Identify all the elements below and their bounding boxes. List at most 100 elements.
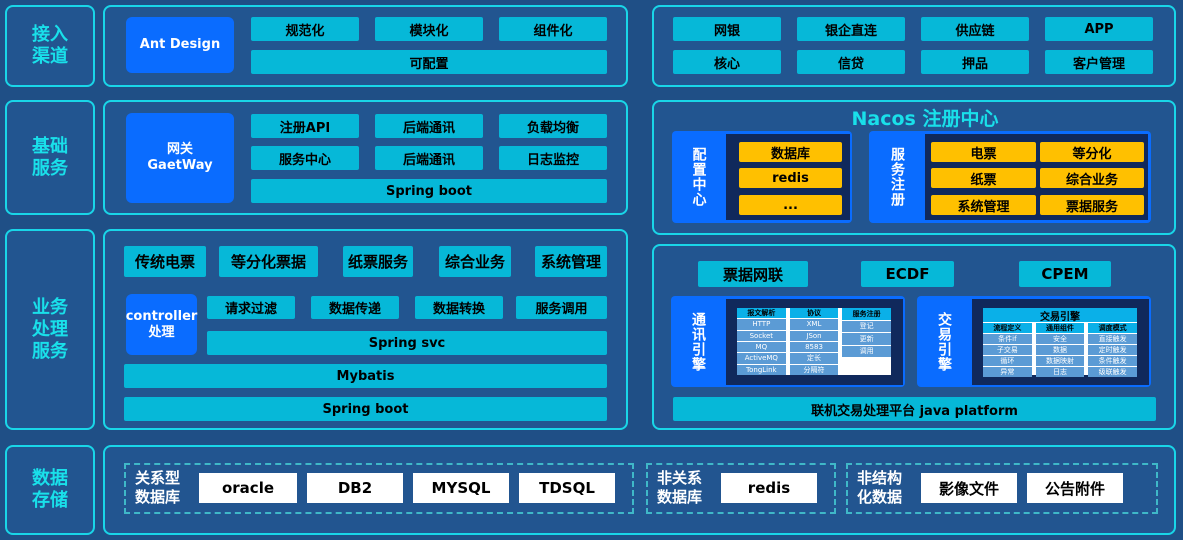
trade-engine-title: 交易引擎	[983, 308, 1137, 323]
tag: 后端通讯	[375, 114, 483, 138]
config-item: ...	[739, 195, 842, 215]
table-header: 调度模式	[1088, 323, 1138, 333]
table-cell: 8583	[789, 341, 839, 353]
comm-engine-label: 通讯引擎	[690, 311, 706, 372]
db-item: MYSQL	[413, 473, 509, 503]
table-column: 流程定义 条件if 子交易 循环 异常	[983, 323, 1032, 377]
platform-bar: 联机交易处理平台 java platform	[673, 397, 1156, 421]
channel: 银企直连	[797, 17, 905, 41]
table-cell: HTTP	[737, 319, 786, 330]
step: 数据传递	[311, 296, 399, 319]
table-cell: 定时触发	[1088, 345, 1138, 355]
tag: 服务中心	[251, 146, 359, 170]
table-header: 协议	[789, 308, 839, 319]
registry-item: 系统管理	[931, 195, 1036, 215]
nonrelational-group	[646, 463, 836, 514]
table-header: 服务注册	[842, 308, 892, 320]
table-cell: Socket	[737, 330, 786, 341]
table-cell: ActiveMQ	[737, 353, 786, 364]
module: 系统管理	[535, 246, 607, 277]
db-item: TDSQL	[519, 473, 615, 503]
config-item: redis	[739, 168, 842, 188]
db-item: DB2	[307, 473, 403, 503]
trade-engine-table-wrap: 交易引擎 流程定义 条件if 子交易 循环 异常 通用组件 安全 数据 数据映射 日志 调度模式 直接…	[983, 308, 1138, 377]
ant-design-box: Ant Design	[126, 17, 234, 73]
table-cell: 更新	[842, 333, 892, 345]
unstructured-group	[846, 463, 1158, 514]
step: 数据转换	[415, 296, 503, 319]
config-center-label: 配置中心	[690, 147, 707, 207]
channel: 供应链	[921, 17, 1029, 41]
table-column: 报文解析 HTTP Socket MQ ActiveMQ TongLink	[737, 308, 786, 375]
table-cell: 安全	[1035, 334, 1085, 344]
table-column: 协议 XML JSon 8583 定长 分隔符	[789, 308, 839, 375]
relational-group	[124, 463, 634, 514]
row-label-business: 业务 处理 服务	[5, 229, 95, 430]
registry-item: 票据服务	[1040, 195, 1144, 215]
table-cell: JSon	[789, 330, 839, 341]
comm-engine-table: 报文解析 HTTP Socket MQ ActiveMQ TongLink 协议 XML JSo…	[737, 308, 892, 375]
controller-box: controller 处理	[126, 294, 197, 355]
table-cell: 直接触发	[1088, 334, 1138, 344]
table-column: 调度模式 直接触发 定时触发 条件触发 级联触发	[1088, 323, 1138, 377]
table-cell: 级联触发	[1088, 367, 1138, 377]
nacos-title: Nacos 注册中心	[851, 108, 999, 130]
table-cell: 条件触发	[1088, 356, 1138, 366]
spring-boot-bar: Spring boot	[124, 397, 607, 421]
system: 票据网联	[698, 261, 808, 287]
step: 服务调用	[516, 296, 607, 319]
table-cell: 条件if	[983, 334, 1032, 344]
table-cell: MQ	[737, 341, 786, 353]
table-column: 服务注册 登记 更新 调用	[842, 308, 892, 375]
storage-item: 公告附件	[1027, 473, 1123, 503]
row-label-access: 接入 渠道	[5, 5, 95, 87]
tag: 日志监控	[499, 146, 607, 170]
spring-boot-bar: Spring boot	[251, 179, 607, 203]
table-cell: 调用	[842, 345, 892, 357]
config-item: 数据库	[739, 142, 842, 162]
registry-item: 电票	[931, 142, 1036, 162]
mybatis-bar: Mybatis	[124, 364, 607, 388]
table-cell: 数据	[1035, 345, 1085, 355]
channel: 客户管理	[1045, 50, 1153, 74]
channel: 信贷	[797, 50, 905, 74]
module: 综合业务	[439, 246, 511, 277]
channel: 押品	[921, 50, 1029, 74]
table-cell: 数据映射	[1035, 356, 1085, 366]
system: ECDF	[861, 261, 954, 287]
registry-item: 等分化	[1040, 142, 1144, 162]
system: CPEM	[1019, 261, 1111, 287]
table-cell: TongLink	[737, 364, 786, 375]
table-cell: XML	[789, 319, 839, 330]
tag: 后端通讯	[375, 146, 483, 170]
table-cell: 登记	[842, 320, 892, 332]
table-header: 流程定义	[983, 323, 1032, 333]
table-column: 通用组件 安全 数据 数据映射 日志	[1035, 323, 1085, 377]
service-registry-label: 服务注册	[889, 147, 905, 207]
relational-label: 关系型 数据库	[135, 469, 181, 506]
row-label-storage: 数据 存储	[5, 445, 95, 535]
channel: APP	[1045, 17, 1153, 41]
tag: 负载均衡	[499, 114, 607, 138]
trade-engine-label: 交易引擎	[936, 311, 952, 372]
tag: 规范化	[251, 17, 359, 41]
table-cell: 定长	[789, 353, 839, 364]
table-cell: 子交易	[983, 345, 1032, 355]
tag: 注册API	[251, 114, 359, 138]
table-header: 报文解析	[737, 308, 786, 319]
module: 传统电票	[124, 246, 206, 277]
table-cell: 异常	[983, 367, 1032, 377]
table-cell: 分隔符	[789, 364, 839, 375]
table-cell: 日志	[1035, 367, 1085, 377]
channel: 网银	[673, 17, 781, 41]
nonrelational-label: 非关系 数据库	[657, 469, 703, 506]
channel: 核心	[673, 50, 781, 74]
db-item: redis	[721, 473, 817, 503]
tag: 组件化	[499, 17, 607, 41]
storage-item: 影像文件	[921, 473, 1017, 503]
spring-svc-bar: Spring svc	[207, 331, 607, 355]
tag: 可配置	[251, 50, 607, 74]
registry-item: 综合业务	[1040, 168, 1144, 188]
table-header: 通用组件	[1035, 323, 1085, 333]
row-label-base: 基础 服务	[5, 100, 95, 215]
